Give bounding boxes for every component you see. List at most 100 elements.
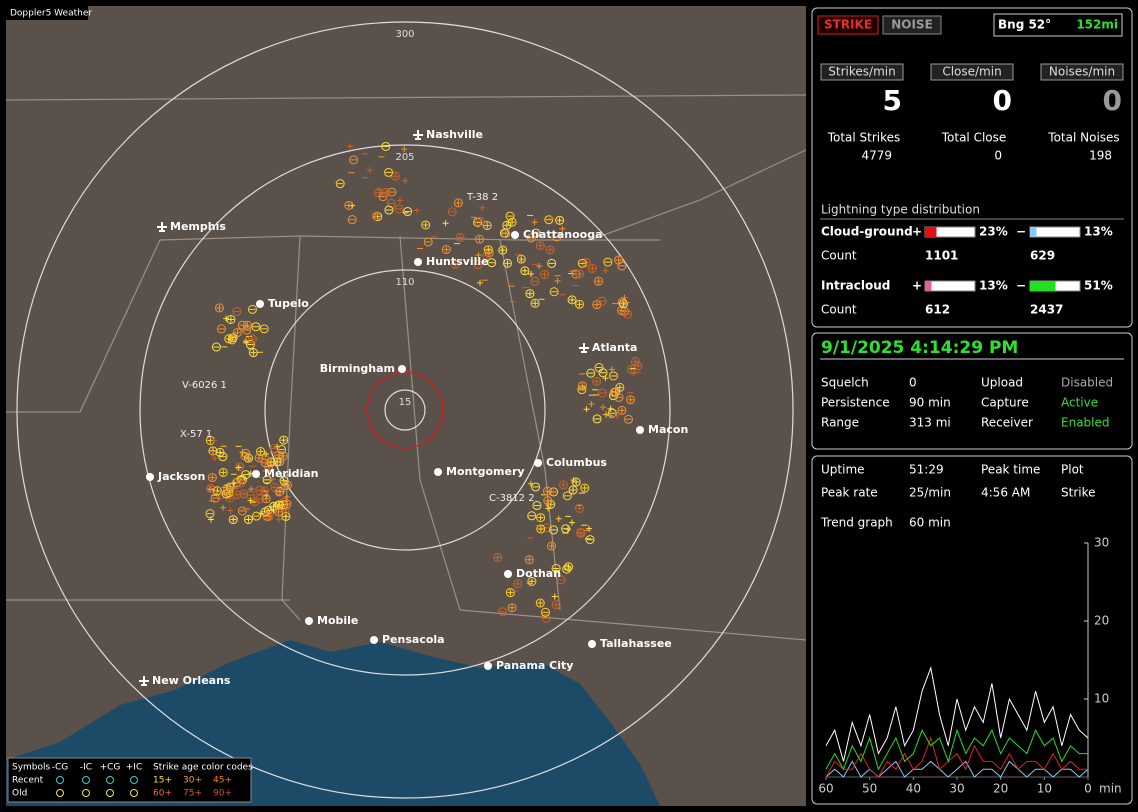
- strike-symbol: [275, 516, 282, 523]
- close-ring: [366, 371, 444, 449]
- strike-ring: [212, 486, 222, 496]
- strike-ring: [603, 257, 613, 267]
- strike-symbol: [530, 276, 540, 286]
- strike-symbol: [536, 513, 546, 523]
- strike-symbol: [205, 509, 215, 519]
- rate-label: Close/min: [942, 65, 1001, 79]
- strike-symbol: [558, 480, 568, 490]
- strike-symbol: [269, 501, 279, 511]
- strike-symbol: [603, 257, 613, 267]
- strike-symbol: [547, 541, 557, 551]
- strike-ring: [575, 503, 585, 513]
- strike-ring: [207, 473, 217, 483]
- strike-ring: [545, 245, 555, 255]
- x-tick-label: 40: [906, 782, 921, 796]
- strike-ring: [576, 527, 586, 537]
- x-axis-label: min: [1099, 782, 1122, 796]
- strike-symbol: [220, 504, 227, 511]
- strike-ring: [505, 588, 515, 598]
- strike-symbol: [575, 503, 585, 513]
- strike-symbol: [255, 494, 265, 504]
- strike-button[interactable]: [817, 15, 879, 35]
- panel: [811, 7, 1133, 328]
- city-dot: [484, 662, 492, 670]
- strike-ring: [262, 511, 272, 521]
- city-dot: [256, 300, 264, 308]
- count: 629: [1030, 249, 1055, 263]
- strike-ring: [272, 457, 282, 467]
- strike-symbol: [617, 261, 627, 271]
- strike-symbol: [535, 241, 545, 251]
- strike-symbol: [507, 603, 517, 613]
- strike-ring: [587, 263, 597, 273]
- strike-symbol: [273, 507, 283, 517]
- strike-symbol: [248, 348, 258, 358]
- strike-symbol: [274, 443, 281, 450]
- strike-symbol: [520, 266, 530, 276]
- distribution-title: Lightning type distribution: [821, 203, 980, 217]
- strike-symbol: [281, 511, 291, 521]
- strike-symbol: [530, 298, 540, 308]
- strike-ring: [218, 467, 228, 477]
- strike-symbol: [526, 233, 536, 243]
- strike-symbol: [207, 473, 217, 483]
- strike-ring: [228, 515, 238, 525]
- city-dot: [252, 470, 260, 478]
- city-dot: [398, 365, 406, 373]
- strike-symbol: [248, 334, 258, 344]
- strike-ring: [269, 443, 279, 453]
- city-dot: [588, 640, 596, 648]
- strike-symbol: [214, 303, 224, 313]
- strike-symbol: [507, 217, 517, 227]
- strike-ring: [235, 462, 245, 472]
- strike-ring: [540, 270, 550, 280]
- strike-symbol: [413, 207, 420, 214]
- strike-symbol: [384, 205, 394, 215]
- legend-symbol: [56, 776, 64, 784]
- strike-ring: [552, 232, 562, 242]
- strike-ring: [530, 298, 540, 308]
- sign: −: [1016, 225, 1026, 239]
- range-ring: [384, 389, 426, 431]
- city-dot: [370, 636, 378, 644]
- setting: Upload: [981, 376, 1023, 390]
- legend-symbol: [56, 789, 64, 797]
- strike-ring: [558, 480, 568, 490]
- range-ring: [16, 21, 794, 799]
- total-value: 198: [1089, 149, 1112, 163]
- strike-symbol: [531, 228, 541, 238]
- stat: 25/min: [909, 486, 951, 500]
- strike-symbol: [614, 392, 624, 402]
- strike-symbol: [228, 515, 238, 525]
- strike-ring: [513, 579, 523, 589]
- strike-ring: [214, 303, 224, 313]
- legend-symbol: [106, 789, 114, 797]
- strike-symbol: [447, 207, 457, 217]
- strike-symbol: [630, 356, 640, 366]
- strike-symbol: [524, 555, 534, 565]
- strike-symbol: [551, 600, 561, 610]
- range-ring: [139, 144, 671, 676]
- strike-symbol: [603, 411, 610, 418]
- strike-symbol: [543, 496, 553, 506]
- strike-ring: [423, 237, 433, 247]
- strike-symbol: [588, 401, 595, 408]
- strike-symbol: [549, 287, 559, 297]
- stat: Strike: [1061, 486, 1096, 500]
- strike-symbol: [246, 456, 253, 463]
- strike-symbol: [487, 258, 497, 268]
- strike-ring: [547, 258, 557, 268]
- strike-symbol: [501, 229, 511, 239]
- noise-button[interactable]: [882, 15, 942, 35]
- strike-ring: [551, 564, 561, 574]
- strike-symbol: [576, 527, 586, 537]
- strike-symbol: [386, 198, 396, 208]
- strike-ring: [335, 179, 345, 189]
- strike-symbol: [585, 535, 595, 545]
- strike-symbol: [283, 493, 290, 500]
- strike-symbol: [215, 447, 225, 457]
- strike-button-label: STRIKE: [824, 18, 872, 32]
- strike-ring: [483, 245, 493, 255]
- strike-symbol: [505, 588, 515, 598]
- strike-symbol: [597, 296, 607, 306]
